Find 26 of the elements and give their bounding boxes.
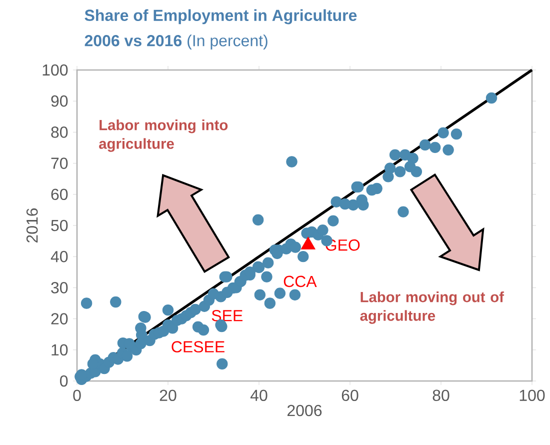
y-tick-label: 60 bbox=[51, 188, 68, 200]
y-tick-label: 30 bbox=[51, 282, 68, 294]
x-tick-label: 20 bbox=[160, 390, 176, 402]
y-tick-label: 70 bbox=[51, 158, 68, 169]
y-tick-label: 80 bbox=[51, 126, 68, 138]
chart-subtitle: 2006 vs 2016 (In percent) bbox=[84, 34, 268, 50]
x-tick-label: 60 bbox=[342, 390, 358, 402]
y-tick-label: 10 bbox=[52, 344, 68, 356]
y-axis-title: 2016 bbox=[26, 208, 38, 242]
y-tick-label: 100 bbox=[42, 64, 68, 76]
annotation: CESEE bbox=[172, 341, 224, 352]
y-tick-label: 90 bbox=[51, 95, 68, 107]
annotation: SEE bbox=[212, 310, 242, 322]
y-tick-label: 40 bbox=[50, 250, 68, 262]
y-tick-label: 20 bbox=[51, 313, 68, 324]
x-tick-label: 40 bbox=[250, 390, 268, 402]
chart-title: Share of Employment in Agriculture bbox=[84, 9, 357, 24]
x-tick-label: 100 bbox=[520, 390, 545, 402]
annotation: Labor moving into agriculture bbox=[99, 119, 228, 152]
annotation: CCA bbox=[284, 276, 317, 288]
y-tick-label: 50 bbox=[51, 220, 68, 232]
x-tick-label: 0 bbox=[73, 390, 81, 402]
x-axis-title: 2006 bbox=[288, 404, 322, 416]
y-tick-label: 0 bbox=[60, 375, 68, 387]
annotation: Labor moving out of agriculture bbox=[360, 291, 504, 324]
x-tick-label: 80 bbox=[432, 390, 450, 402]
